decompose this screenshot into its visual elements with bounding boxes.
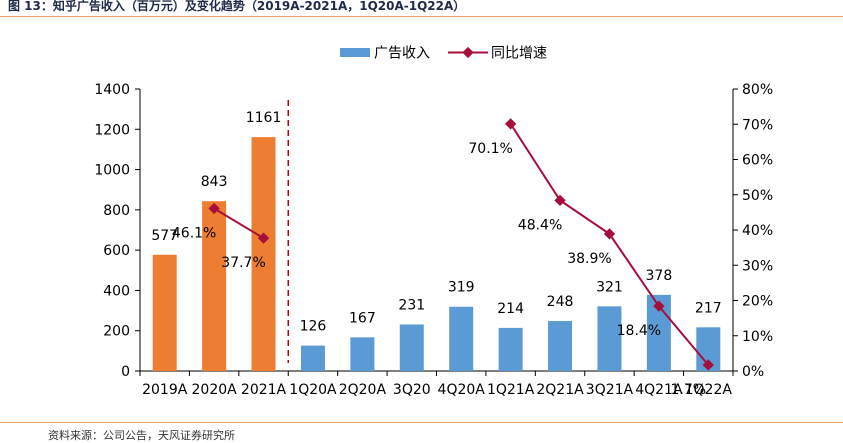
growth-marker: [702, 359, 714, 371]
bar-value-label: 217: [695, 300, 722, 316]
growth-value-label: 70.1%: [468, 141, 512, 157]
y-left-tick-label: 600: [103, 243, 130, 259]
bar: [152, 254, 177, 371]
bar: [449, 306, 474, 371]
growth-marker: [504, 118, 517, 130]
bar: [548, 321, 573, 371]
title-divider: [0, 16, 843, 17]
x-tick-label: 2019A: [142, 382, 188, 398]
bar: [498, 327, 523, 371]
plot-area: 0 200 400 600 800 1000 1200 1400 0% 10% 20% 30% 40% 5…: [94, 82, 773, 398]
x-tick-label: 1Q22A: [685, 382, 733, 398]
bar: [202, 201, 227, 371]
bar: [597, 306, 622, 371]
growth-marker: [603, 228, 616, 240]
x-tick-label: 4Q21A: [635, 382, 683, 398]
bar-value-label: 577: [151, 228, 178, 244]
bar: [350, 337, 375, 371]
x-tick-label: 2Q20A: [339, 382, 387, 398]
bar-value-label: 167: [349, 310, 376, 326]
growth-value-label: 38.9%: [567, 251, 611, 267]
y-left-tick-label: 1000: [94, 163, 130, 179]
growth-value-label: 46.1%: [172, 225, 216, 241]
y-right-tick-label: 60%: [742, 153, 773, 169]
bar-value-label: 843: [201, 174, 228, 190]
x-tick-label: 3Q21A: [586, 382, 634, 398]
bar: [300, 345, 325, 371]
growth-value-label: 48.4%: [518, 217, 562, 233]
y-left-tick-label: 0: [121, 364, 130, 380]
growth-line: [213, 207, 265, 239]
y-right-tick-label: 0%: [742, 364, 764, 380]
y-right-tick-label: 70%: [742, 117, 773, 133]
growth-value-label: 1.7%: [671, 382, 707, 398]
source-note: 资料来源：公司公告，天风证券研究所: [48, 429, 235, 442]
y-left-tick-label: 1200: [94, 122, 130, 138]
bar-value-label: 1161: [246, 110, 282, 126]
y-left-tick-label: 1400: [94, 82, 130, 98]
y-left-tick-label: 200: [103, 324, 130, 340]
bar-value-label: 126: [300, 319, 327, 335]
growth-value-label: 37.7%: [221, 255, 265, 271]
bar: [251, 137, 276, 371]
growth-value-label: 18.4%: [617, 323, 661, 339]
bar-value-label: 231: [398, 297, 425, 313]
bar-value-label: 248: [547, 294, 574, 310]
growth-marker: [257, 232, 270, 244]
x-tick-label: 2Q21A: [536, 382, 584, 398]
legend-bar-label: 广告收入: [374, 46, 430, 62]
figure-title: 图 13：知乎广告收入（百万元）及变化趋势（2019A-2021A，1Q20A-…: [8, 0, 466, 13]
legend-bar-swatch: [340, 48, 370, 57]
x-tick-label: 4Q20A: [438, 382, 486, 398]
y-left-tick-label: 800: [103, 203, 130, 219]
bar-value-label: 214: [497, 301, 524, 317]
footer-divider: [0, 422, 843, 423]
chart: 广告收入 同比增速 0 200 400 600 800 1000 1200 1400 0% 10%…: [94, 46, 773, 399]
y-right-tick-label: 30%: [742, 258, 773, 274]
bar-value-label: 378: [646, 268, 673, 284]
legend: 广告收入 同比增速: [340, 46, 547, 62]
y-right-tick-label: 80%: [742, 82, 773, 98]
bar: [399, 324, 424, 371]
growth-marker: [208, 202, 220, 215]
bar-value-label: 319: [448, 280, 475, 296]
bar-value-label: 321: [596, 279, 623, 295]
y-right-tick-label: 50%: [742, 188, 773, 204]
x-tick-label: 1Q20A: [289, 382, 337, 398]
x-tick-label: 1Q21A: [487, 382, 535, 398]
legend-line-label: 同比增速: [491, 46, 547, 62]
growth-marker: [554, 194, 566, 207]
y-right-tick-label: 40%: [742, 223, 773, 239]
legend-line-marker: [462, 46, 474, 59]
x-tick-label: 3Q20: [393, 382, 431, 398]
x-tick-label: 2020A: [192, 382, 238, 398]
y-left-tick-label: 400: [103, 283, 130, 299]
growth-marker: [653, 300, 665, 312]
y-right-tick-label: 20%: [742, 294, 773, 310]
y-right-tick-label: 10%: [742, 329, 773, 345]
x-tick-label: 2021A: [241, 382, 287, 398]
